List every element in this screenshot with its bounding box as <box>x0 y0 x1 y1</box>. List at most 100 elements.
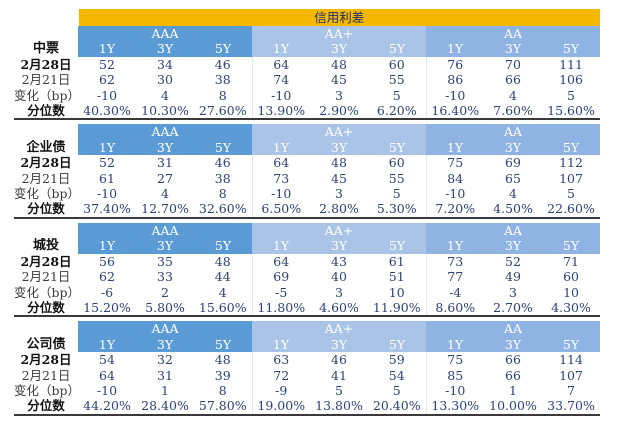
tenor-header: 5Y <box>368 139 426 156</box>
tenor-header: 5Y <box>542 41 601 57</box>
tenor-header: 3Y <box>136 139 194 156</box>
row-label: 变化（bp） <box>14 382 78 398</box>
value-cell: 60 <box>388 155 405 171</box>
grade-header-blank <box>14 321 78 336</box>
value-cell: -9 <box>251 382 310 399</box>
tenor-header: 5Y <box>542 139 601 156</box>
value-cell: 5.30% <box>368 201 426 219</box>
value-cell: 106 <box>559 72 583 88</box>
grade-header-blank <box>14 223 78 238</box>
table-row: 变化（bp） -10 4 8 -10 3 5 -10 4 5 <box>14 87 600 104</box>
value-cell: 5 <box>335 382 343 398</box>
value-cell: 22.60% <box>542 201 601 219</box>
value-cell: 46 <box>214 56 231 72</box>
value-cell: 66 <box>505 72 521 88</box>
value-cell: 31 <box>157 367 173 383</box>
value-cell: 34 <box>157 56 173 72</box>
value-cell: 11.80% <box>251 299 310 318</box>
value-cell: 4.50% <box>484 201 542 219</box>
value-cell: 13.30% <box>425 398 484 416</box>
value-cell: 6.50% <box>251 201 310 219</box>
table-row: 2月28日 52 31 46 64 48 60 75 69 112 <box>14 155 600 171</box>
value-cell: 38 <box>214 170 231 186</box>
section-name: 城投 <box>32 238 59 254</box>
value-cell: 48 <box>214 253 231 269</box>
tenor-header: 5Y <box>194 41 252 57</box>
value-cell: 86 <box>425 72 484 88</box>
value-cell: 52 <box>99 155 115 171</box>
grade-header: AA+ <box>252 124 426 140</box>
tenor-header: 3Y <box>136 238 194 254</box>
value-cell: 5.80% <box>136 299 194 318</box>
table-row: 2月28日 54 32 48 63 46 59 75 66 114 <box>14 352 600 368</box>
row-label: 2月28日 <box>20 155 72 171</box>
value-cell: 2.70% <box>484 299 542 318</box>
value-cell: 5 <box>392 87 401 103</box>
percentile-row: 分位数 40.30% 10.30% 27.60% 13.90% 2.90% 6.20% 16.… <box>14 103 601 121</box>
grade-header: AA <box>426 26 601 42</box>
value-cell: 48 <box>331 56 347 72</box>
value-cell: 40 <box>331 269 347 285</box>
value-cell: 111 <box>559 56 583 72</box>
value-cell: 66 <box>505 367 521 383</box>
value-cell: 51 <box>388 269 405 285</box>
value-cell: 61 <box>99 170 115 186</box>
value-cell: 4 <box>218 284 227 300</box>
tenor-header-row: 城投 1Y 3Y 5Y 1Y 3Y 5Y 1Y 3Y 5Y <box>14 238 601 254</box>
tenor-header: 5Y <box>194 336 252 353</box>
value-cell: 49 <box>505 269 521 285</box>
tenor-header: 1Y <box>426 336 484 353</box>
percentile-row: 分位数 37.40% 12.70% 32.60% 6.50% 2.80% 5.30% 7.20… <box>14 201 601 219</box>
value-cell: 27 <box>157 170 173 186</box>
value-cell: 114 <box>559 352 583 368</box>
value-cell: 35 <box>157 253 173 269</box>
value-cell: 1 <box>161 382 169 398</box>
value-cell: 75 <box>425 352 484 368</box>
value-cell: 63 <box>251 352 310 368</box>
value-cell: 40.30% <box>78 103 136 121</box>
value-cell: 3 <box>335 284 343 300</box>
tenor-header: 5Y <box>368 238 426 254</box>
value-cell: 48 <box>331 155 347 171</box>
table-row: 2月28日 52 34 46 64 48 60 76 70 111 <box>14 56 600 73</box>
credit-spread-table: 信用利差 AAA AA+ AA 中票 1Y 3Y 5Y 1Y 3Y 5Y 1Y 3Y 5Y 2月28日 52… <box>14 9 601 416</box>
tenor-header: 5Y <box>368 336 426 353</box>
table-row: 2月21日 61 27 38 73 45 55 84 65 107 <box>14 170 600 187</box>
value-cell: 56 <box>99 253 115 269</box>
table-row: 2月21日 62 33 44 69 40 51 77 49 60 <box>14 269 600 285</box>
value-cell: 32.60% <box>194 201 252 219</box>
table-row: 2月21日 64 31 39 72 41 54 85 66 107 <box>14 367 600 383</box>
title-blank-cell <box>14 9 78 26</box>
row-label: 分位数 <box>14 299 78 318</box>
grade-header: AAA <box>78 222 252 239</box>
tenor-header: 3Y <box>136 41 194 57</box>
grade-header: AAA <box>78 26 252 42</box>
value-cell: 55 <box>388 170 405 186</box>
value-cell: 10 <box>563 284 579 300</box>
value-cell: 66 <box>505 352 521 368</box>
value-cell: 107 <box>559 170 583 186</box>
value-cell: 77 <box>425 269 484 285</box>
tenor-header: 1Y <box>252 238 310 254</box>
value-cell: 52 <box>99 56 115 72</box>
value-cell: 4.30% <box>542 299 601 318</box>
tenor-header: 3Y <box>484 139 542 156</box>
value-cell: 59 <box>388 352 405 368</box>
tenor-header: 3Y <box>484 238 542 254</box>
value-cell: 75 <box>425 155 484 171</box>
tenor-header: 1Y <box>252 41 310 57</box>
grade-header-blank <box>14 124 78 139</box>
value-cell: 64 <box>251 253 310 270</box>
value-cell: 7 <box>567 382 575 398</box>
value-cell: 2.80% <box>310 201 368 219</box>
value-cell: 69 <box>505 155 521 171</box>
tenor-header: 1Y <box>78 41 136 57</box>
row-label: 分位数 <box>14 398 78 416</box>
value-cell: 15.60% <box>194 299 252 318</box>
value-cell: 33 <box>157 269 173 285</box>
row-label: 变化（bp） <box>14 284 78 300</box>
tenor-header: 5Y <box>542 336 601 353</box>
grade-header-row: AAA AA+ AA <box>14 124 601 140</box>
title-row: 信用利差 <box>14 9 601 26</box>
value-cell: 64 <box>251 56 310 73</box>
